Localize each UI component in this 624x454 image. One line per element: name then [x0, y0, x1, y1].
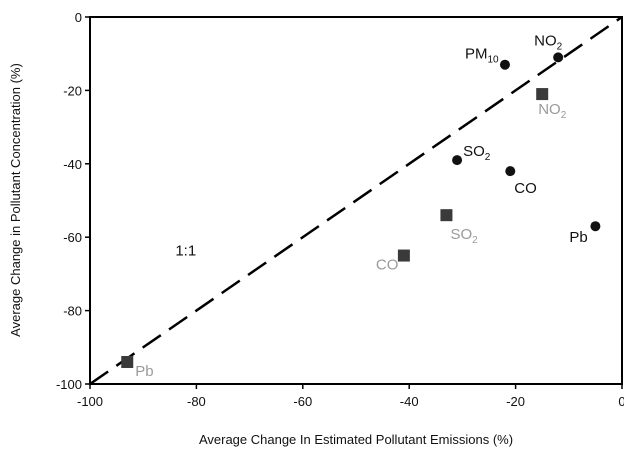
data-point-label: SO2: [463, 143, 491, 163]
data-point-label: SO2: [450, 226, 478, 246]
reference-line-layer: [89, 15, 623, 386]
reference-line-1-to-1: [89, 15, 623, 386]
data-point-square: [121, 355, 134, 368]
data-point-circle: [452, 155, 463, 166]
data-point-circle: [499, 59, 510, 70]
data-point-square: [440, 209, 453, 222]
y-tick-label: -80: [63, 304, 82, 319]
data-point-label: CO: [376, 257, 399, 274]
x-tick-label: 0: [618, 394, 624, 409]
y-tick-label: -40: [63, 157, 82, 172]
data-point-label: Pb: [569, 229, 587, 246]
y-axis-title: Average Change in Pollutant Concentratio…: [8, 63, 23, 337]
y-tick-label: -60: [63, 230, 82, 245]
data-point-circle: [505, 166, 516, 177]
reference-line-label: 1:1: [175, 243, 196, 260]
y-tick-label: -100: [56, 377, 82, 392]
x-tick-label: -80: [187, 394, 206, 409]
y-tick-label: 0: [75, 10, 82, 25]
x-tick-label: -60: [293, 394, 312, 409]
data-points-layer: [121, 52, 601, 368]
data-point-label: NO2: [538, 101, 567, 121]
data-point-circle: [590, 221, 601, 232]
axis-ticks-layer: -100 -80 -60 -40 -20 0 0 -20 -40 -60 -80 -100: [56, 10, 624, 409]
x-tick-label: -100: [77, 394, 103, 409]
data-point-label: CO: [514, 180, 537, 197]
x-tick-label: -40: [400, 394, 419, 409]
data-point-square: [536, 88, 549, 101]
x-tick-label: -20: [506, 394, 525, 409]
data-point-label: Pb: [135, 363, 153, 380]
x-axis-title: Average Change In Estimated Pollutant Em…: [199, 432, 513, 447]
plot-frame: [89, 16, 623, 385]
y-tick-label: -20: [63, 83, 82, 98]
data-point-label: PM10: [465, 46, 499, 66]
data-point-square: [397, 249, 410, 262]
data-point-circle: [553, 52, 564, 63]
data-point-label: NO2: [534, 32, 563, 52]
point-labels-layer: PM10 NO2 SO2 CO Pb NO2 SO2 CO Pb: [135, 32, 588, 380]
